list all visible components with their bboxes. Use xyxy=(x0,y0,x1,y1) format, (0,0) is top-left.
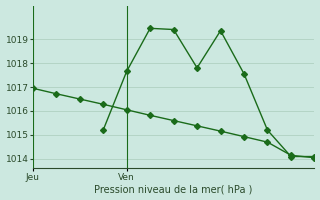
X-axis label: Pression niveau de la mer( hPa ): Pression niveau de la mer( hPa ) xyxy=(94,184,253,194)
